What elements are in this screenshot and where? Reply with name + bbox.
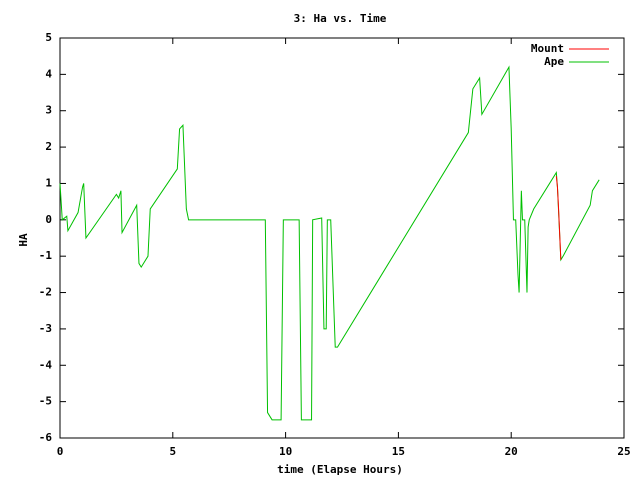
y-tick-label: -6 (39, 431, 53, 444)
legend-label: Ape (544, 55, 564, 68)
x-tick-label: 25 (617, 445, 630, 458)
y-axis-label: HA (17, 233, 30, 247)
y-tick-label: 0 (45, 213, 52, 226)
data-line (59, 65, 600, 421)
x-tick-label: 15 (392, 445, 405, 458)
x-tick-label: 20 (505, 445, 518, 458)
y-tick-label: 1 (45, 176, 52, 189)
legend-label: Mount (531, 42, 564, 55)
x-tick-label: 0 (57, 445, 64, 458)
y-tick-label: -4 (39, 358, 53, 371)
x-tick-label: 10 (279, 445, 292, 458)
y-tick-label: -3 (39, 322, 52, 335)
data-line (555, 176, 562, 260)
y-tick-label: 3 (45, 104, 52, 117)
y-tick-label: -1 (39, 249, 53, 262)
y-tick-label: 5 (45, 31, 52, 44)
chart-title: 3: Ha vs. Time (294, 12, 387, 25)
x-axis-label: time (Elapse Hours) (277, 463, 403, 476)
y-tick-label: 4 (45, 67, 52, 80)
y-tick-label: -5 (39, 395, 52, 408)
x-tick-label: 5 (169, 445, 176, 458)
y-tick-label: -2 (39, 286, 52, 299)
plot-frame (59, 37, 625, 439)
y-tick-label: 2 (45, 140, 52, 153)
